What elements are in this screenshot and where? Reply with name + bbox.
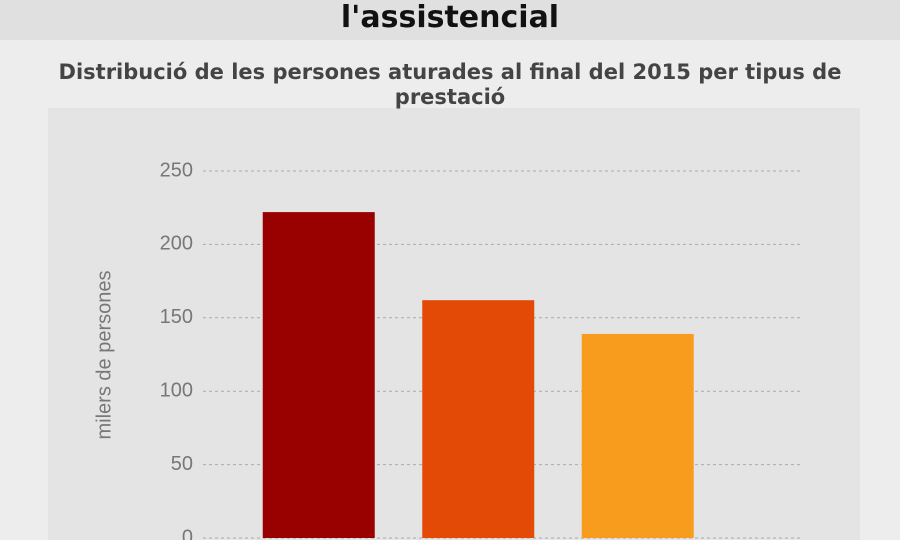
chart-title: Distribució de les persones aturades al … [58, 60, 842, 109]
banner-title: l'assistencial [340, 0, 560, 35]
bar [262, 212, 375, 538]
bar [422, 300, 535, 538]
bar [581, 333, 694, 538]
y-tick-label: 0 [182, 526, 193, 540]
y-tick-label: 100 [160, 379, 193, 401]
banner: l'assistencial [0, 0, 900, 40]
y-tick-label: 250 [160, 159, 193, 181]
y-tick-label: 200 [160, 233, 193, 255]
y-tick-label: 50 [171, 453, 193, 475]
y-axis-label: milers de persones [93, 271, 115, 440]
y-tick-label: 150 [160, 306, 193, 328]
